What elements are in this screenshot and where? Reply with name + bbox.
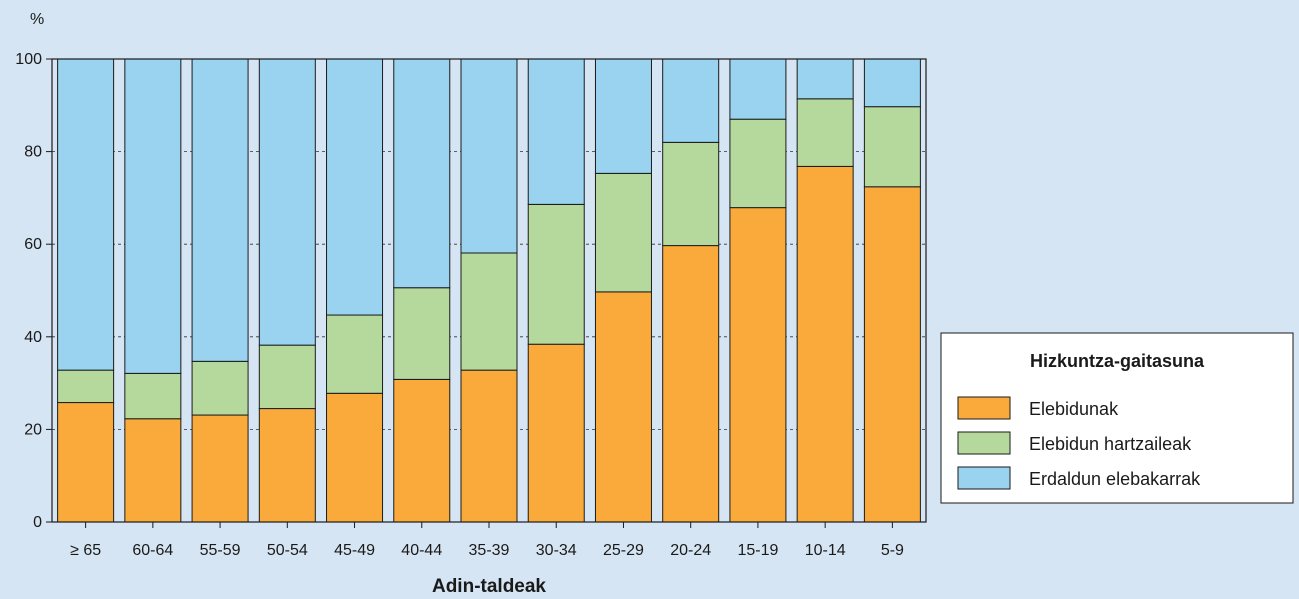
legend-label: Elebidunak [1029,399,1119,419]
bar-segment [796,58,854,100]
x-tick-label: 30-34 [536,542,577,559]
bar-segment [863,58,921,108]
bar-segment [124,418,182,523]
bar-segment [729,118,787,209]
bar-segment [863,106,921,188]
y-tick-label: 40 [24,329,42,346]
bar-segment [594,172,652,293]
bar-segment [191,360,249,416]
y-tick-label: 100 [15,51,42,68]
y-tick-label: 20 [24,421,42,438]
x-tick-label: 50-54 [267,542,308,559]
legend-label: Elebidun hartzaileak [1029,434,1192,454]
bar-segment [662,141,720,247]
x-tick-label: 20-24 [670,542,711,559]
bar-segment [326,314,384,394]
bars [57,58,921,523]
x-tick-label: 25-29 [603,542,644,559]
x-tick-label: 10-14 [805,542,846,559]
bar-segment [796,165,854,523]
x-axis: ≥ 65 60-64 55-59 50-54 45-49 40-44 35-39 30-34 2… [70,522,904,559]
x-tick-label: 45-49 [334,542,375,559]
bar-segment [258,58,316,346]
x-tick-label: 15-19 [737,542,778,559]
bar-segment [729,58,787,120]
bar-segment [594,291,652,523]
legend-swatch [957,466,1011,490]
bar-segment [258,344,316,410]
y-tick-label: 0 [33,514,42,531]
bar-segment [662,245,720,523]
legend-items: Elebidunak Elebidun hartzaileak Erdaldun e… [957,396,1201,490]
bar-segment [460,58,518,254]
bar-segment [258,408,316,523]
x-tick-label: 55-59 [200,542,241,559]
x-tick-label: 35-39 [469,542,510,559]
bar-segment [393,378,451,523]
y-axis-unit-label: % [30,11,44,28]
bar-segment [393,287,451,380]
legend-swatch [957,396,1011,420]
x-tick-label: 60-64 [132,542,173,559]
bar-segment [57,58,115,371]
bar-segment [594,58,652,174]
bar-segment [527,58,585,205]
bar-segment [124,372,182,420]
bar-segment [326,58,384,316]
bar-segment [191,414,249,523]
y-tick-label: 80 [24,144,42,161]
bar-segment [460,252,518,371]
legend-label: Erdaldun elebakarrak [1029,469,1201,489]
bar-segment [863,186,921,523]
bar-segment [191,58,249,362]
y-tick-label: 60 [24,236,42,253]
bar-segment [729,207,787,523]
bar-segment [796,98,854,167]
x-tick-label: ≥ 65 [70,542,101,559]
x-axis-title: Adin-taldeak [432,576,546,597]
bar-segment [57,369,115,404]
bar-segment [662,58,720,143]
legend-title: Hizkuntza-gaitasuna [1030,351,1205,371]
bar-segment [326,392,384,523]
bar-segment [124,58,182,374]
x-tick-label: 40-44 [401,542,442,559]
x-tick-label: 5-9 [881,542,904,559]
bar-segment [460,369,518,523]
bar-segment [527,203,585,345]
bar-segment [57,402,115,523]
y-axis: 0 20 40 60 80 100 [15,51,52,531]
legend-swatch [957,431,1011,455]
bar-segment [393,58,451,289]
bar-segment [527,343,585,523]
legend: Hizkuntza-gaitasuna Elebidunak Elebidun h… [940,332,1294,504]
